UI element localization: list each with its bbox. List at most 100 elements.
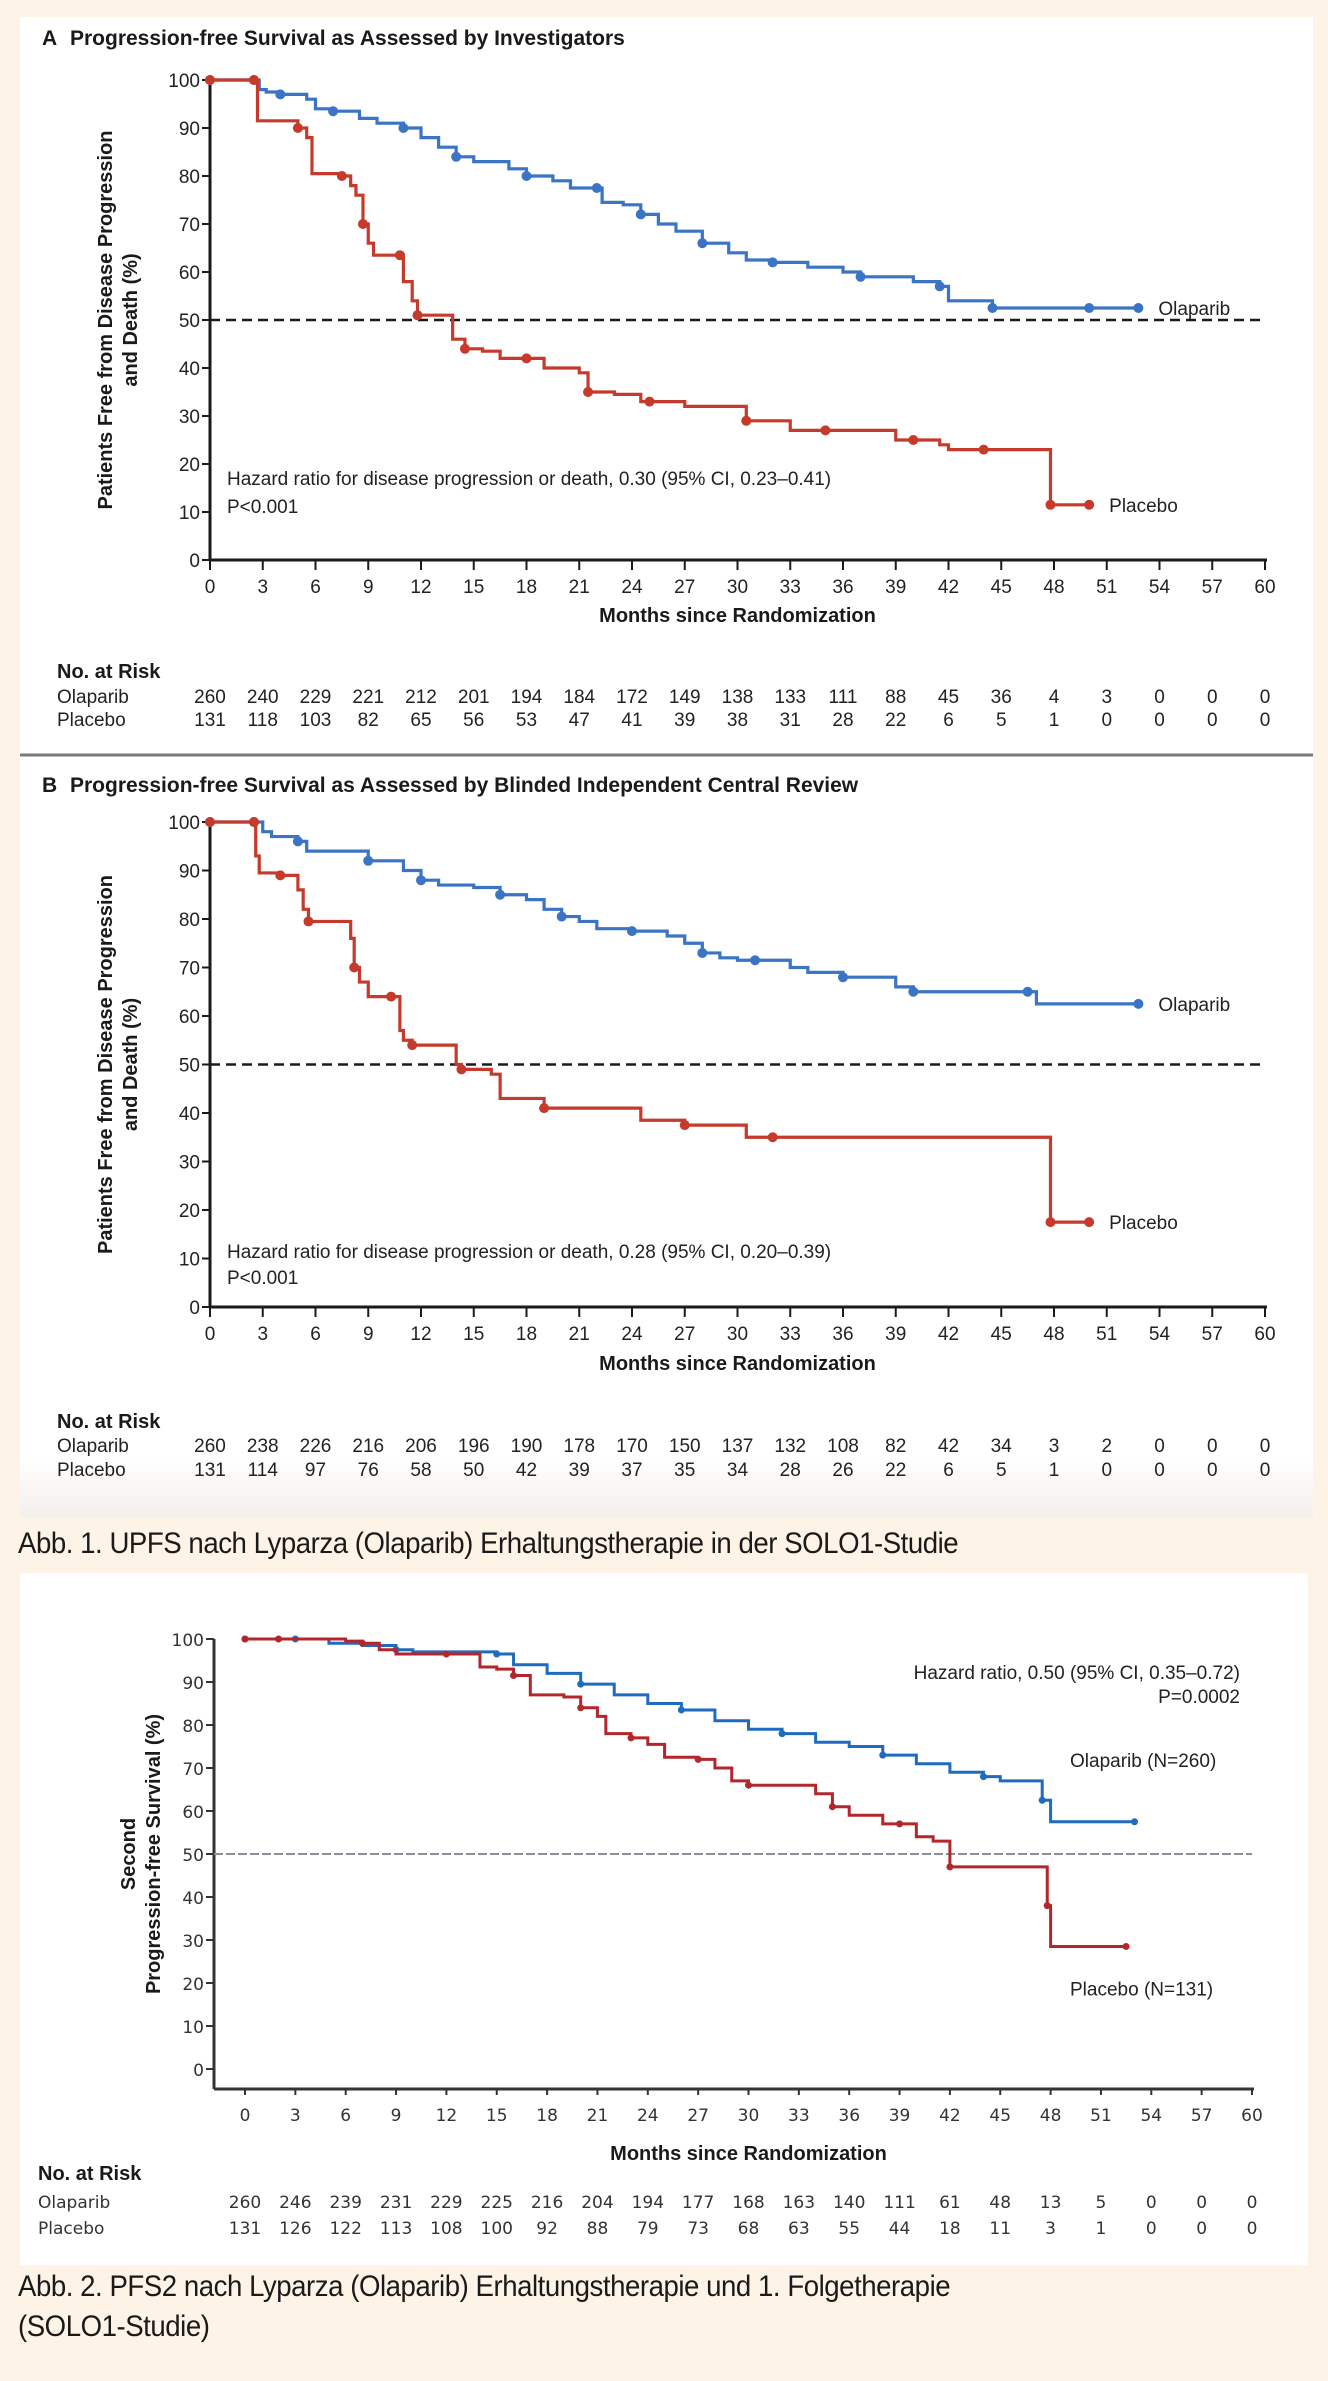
y-tick-label: 100: [168, 813, 200, 834]
censor-mark: [394, 250, 405, 261]
censor-mark: [539, 1103, 550, 1114]
censor-mark: [442, 1650, 450, 1658]
censor-mark: [521, 353, 532, 364]
x-tick-label: 57: [1202, 577, 1223, 598]
x-tick-label: 21: [569, 1324, 590, 1345]
censor-mark: [838, 972, 848, 983]
y-tick-label: 90: [179, 862, 200, 883]
x-tick-label: 45: [989, 2106, 1011, 2126]
risk-cell: 225: [481, 2193, 513, 2213]
x-tick-label: 51: [1096, 577, 1117, 598]
censor-mark: [275, 89, 286, 100]
risk-cell: 45: [938, 687, 959, 708]
risk-cell: 34: [727, 1460, 749, 1481]
censor-mark: [357, 219, 368, 229]
hazard-ratio-annotation: Hazard ratio, 0.50 (95% CI, 0.35–0.72): [914, 1663, 1240, 1684]
risk-cell: 31: [780, 710, 801, 731]
risk-cell: 0: [1260, 710, 1271, 731]
censor-mark: [292, 123, 303, 133]
risk-row-label: Olaparib: [38, 2193, 110, 2213]
censor-mark: [1122, 1942, 1130, 1950]
censor-mark: [745, 1781, 752, 1789]
y-tick-label: 10: [182, 2018, 204, 2038]
x-tick-label: 30: [727, 577, 748, 598]
risk-cell: 76: [358, 1460, 379, 1481]
risk-cell: 38: [727, 710, 748, 731]
series-label-olaparib: Olaparib: [1158, 299, 1230, 320]
x-tick-label: 39: [885, 1324, 906, 1345]
censor-mark: [493, 1650, 501, 1658]
y-tick-label: 70: [179, 215, 200, 236]
risk-cell: 0: [1154, 1460, 1165, 1481]
risk-cell: 0: [1154, 687, 1165, 708]
risk-cell: 61: [939, 2193, 961, 2213]
risk-cell: 0: [1247, 2219, 1258, 2239]
x-tick-label: 0: [205, 577, 216, 598]
risk-cell: 35: [674, 1460, 695, 1481]
risk-cell: 206: [405, 1436, 437, 1457]
x-tick-label: 0: [240, 2106, 251, 2126]
censor-mark: [978, 444, 989, 455]
x-tick-label: 42: [939, 2106, 961, 2126]
y-tick-label: 20: [179, 455, 200, 476]
x-tick-label: 9: [363, 577, 374, 598]
censor-mark: [349, 962, 360, 973]
censor-mark: [896, 1820, 904, 1828]
x-tick-label: 21: [569, 577, 590, 598]
y-tick-label: 30: [179, 407, 200, 428]
risk-cell: 113: [380, 2219, 412, 2239]
censor-mark: [556, 911, 567, 922]
censor-mark: [1045, 1217, 1056, 1228]
y-tick-label: 60: [179, 1007, 200, 1028]
risk-cell: 36: [991, 687, 1012, 708]
censor-mark: [205, 817, 215, 827]
y-axis-title-line1: Second: [118, 1818, 140, 1890]
risk-cell: 138: [722, 687, 754, 708]
y-tick-label: 0: [189, 551, 200, 572]
y-axis-title-line1: Patients Free from Disease Progression: [95, 130, 117, 509]
y-tick-label: 90: [182, 1674, 204, 1694]
censor-mark: [412, 310, 423, 321]
x-tick-label: 27: [674, 577, 695, 598]
y-tick-label: 50: [179, 311, 200, 332]
risk-cell: 5: [996, 710, 1007, 731]
risk-cell: 0: [1154, 710, 1165, 731]
risk-cell: 111: [883, 2193, 915, 2213]
risk-cell: 131: [229, 2219, 261, 2239]
censor-mark: [627, 926, 637, 937]
risk-cell: 118: [248, 710, 278, 731]
risk-cell: 108: [827, 1436, 859, 1457]
y-tick-label: 100: [168, 71, 200, 92]
censor-mark: [1084, 499, 1095, 510]
risk-cell: 111: [829, 687, 858, 708]
censor-mark: [275, 870, 286, 881]
risk-cell: 194: [511, 687, 543, 708]
censor-mark: [627, 1734, 635, 1742]
y-tick-label: 50: [182, 1846, 204, 1866]
risk-cell: 6: [943, 710, 954, 731]
x-tick-label: 42: [938, 577, 959, 598]
censor-mark: [987, 303, 998, 313]
risk-cell: 47: [569, 710, 590, 731]
series-label-placebo: Placebo (N=131): [1070, 1979, 1213, 2000]
risk-cell: 226: [300, 1436, 332, 1457]
risk-cell: 73: [687, 2219, 709, 2239]
y-tick-label: 20: [179, 1201, 200, 1222]
x-tick-label: 9: [363, 1324, 374, 1345]
censor-mark: [979, 1773, 987, 1781]
censor-mark: [398, 123, 409, 133]
censor-mark: [750, 955, 761, 966]
x-tick-label: 6: [310, 1324, 321, 1345]
censor-mark: [694, 1755, 702, 1763]
risk-cell: 58: [410, 1460, 431, 1481]
risk-cell: 0: [1260, 687, 1271, 708]
x-tick-label: 33: [788, 2106, 810, 2126]
y-tick-label: 50: [179, 1056, 200, 1077]
km-curve-placebo: [210, 820, 1090, 1224]
censor-mark: [697, 238, 708, 249]
censor-mark: [1045, 499, 1056, 510]
x-tick-label: 48: [1043, 1324, 1064, 1345]
censor-mark: [275, 1635, 283, 1643]
x-tick-label: 60: [1241, 2106, 1263, 2126]
figure-2-caption-line2: (SOLO1-Studie): [18, 2310, 210, 2343]
